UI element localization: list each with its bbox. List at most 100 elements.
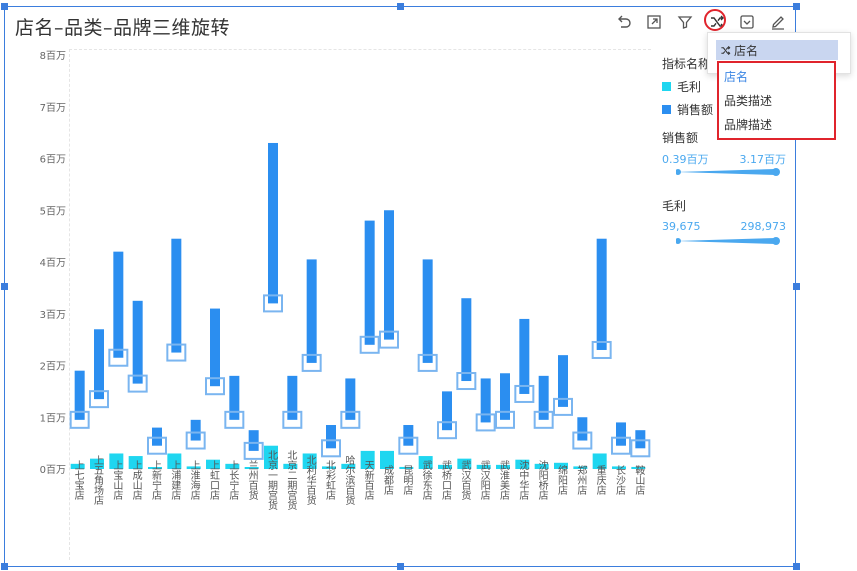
profit-bar bbox=[573, 466, 588, 469]
x-tick-label: 上五角场店 bbox=[92, 455, 104, 506]
sales-bar bbox=[422, 259, 433, 363]
resize-handle-bl[interactable] bbox=[1, 563, 8, 570]
y-tick-label: 5百万 bbox=[40, 205, 66, 217]
legend-item[interactable]: 毛利 bbox=[662, 78, 792, 95]
legend-title: 指标名称 bbox=[662, 57, 711, 71]
selection-marker bbox=[147, 436, 167, 455]
legend-swatch bbox=[662, 82, 671, 91]
y-tick-label: 1百万 bbox=[40, 412, 66, 424]
selection-marker bbox=[417, 353, 438, 372]
slider-min: 39,675 bbox=[662, 220, 701, 233]
x-tick-label: 长沙店 bbox=[614, 465, 626, 496]
selection-marker bbox=[359, 335, 380, 354]
selection-marker bbox=[301, 353, 322, 372]
selection-marker bbox=[591, 340, 612, 359]
slider-min: 0.39百万 bbox=[662, 153, 709, 166]
slider-title-profit: 毛利 bbox=[662, 199, 687, 213]
dropdown-icon[interactable] bbox=[735, 10, 759, 34]
selection-marker bbox=[379, 330, 399, 349]
filter-icon[interactable] bbox=[673, 10, 697, 34]
x-tick-label: 鞍山店 bbox=[633, 464, 645, 496]
x-tick-label: 北京二期宫货 bbox=[285, 450, 297, 511]
selection-marker bbox=[553, 397, 573, 416]
slider-track-profit[interactable] bbox=[676, 237, 784, 245]
profit-bar bbox=[244, 467, 259, 469]
sales-bar bbox=[461, 298, 472, 382]
sales-bar bbox=[519, 318, 530, 394]
y-tick-label: 4百万 bbox=[40, 257, 66, 269]
resize-handle-tm[interactable] bbox=[397, 3, 404, 10]
y-tick-label: 8百万 bbox=[40, 50, 66, 62]
legend: 指标名称 毛利 销售额 bbox=[662, 55, 792, 118]
chart-title: 店名–品类–品牌三维旋转 bbox=[15, 17, 231, 39]
profit-bar bbox=[631, 466, 646, 469]
dropdown-header-label: 店名 bbox=[734, 43, 759, 58]
resize-handle-ml[interactable] bbox=[1, 283, 8, 290]
profit-bar bbox=[554, 462, 568, 469]
sales-bar bbox=[210, 308, 220, 387]
x-tick-label: 北京一期宫货 bbox=[266, 450, 278, 511]
profit-bar bbox=[496, 464, 510, 469]
selection-marker bbox=[495, 410, 515, 429]
menu-item-category[interactable]: 品类描述 bbox=[724, 94, 773, 108]
selection-marker bbox=[108, 348, 129, 367]
sales-bar bbox=[132, 300, 143, 384]
x-tick-label: 上长宁店 bbox=[227, 460, 239, 501]
sales-bar bbox=[500, 373, 510, 420]
resize-handle-tr[interactable] bbox=[793, 3, 800, 10]
selection-marker bbox=[205, 377, 225, 396]
menu-item-brand[interactable]: 品牌描述 bbox=[724, 118, 773, 132]
sales-bar bbox=[287, 375, 298, 420]
legend-item[interactable]: 销售额 bbox=[662, 101, 792, 118]
resize-handle-tl[interactable] bbox=[1, 3, 8, 10]
sales-bar bbox=[190, 419, 201, 441]
selection-marker bbox=[224, 410, 245, 429]
x-tick-label: 上淮海店 bbox=[188, 460, 200, 501]
expand-icon[interactable] bbox=[642, 10, 666, 34]
x-tick-label: 上新宁店 bbox=[150, 460, 162, 501]
x-tick-label: 上宝山店 bbox=[111, 460, 123, 501]
menu-item-store[interactable]: 店名 bbox=[724, 70, 749, 84]
sales-bar bbox=[384, 210, 394, 340]
profit-bar bbox=[283, 463, 298, 469]
shuffle-icon bbox=[721, 45, 731, 55]
dimension-menu: 店名 品类描述 品牌描述 bbox=[717, 61, 836, 140]
sales-bar bbox=[480, 378, 491, 423]
selection-marker bbox=[572, 431, 593, 450]
profit-bar bbox=[360, 450, 375, 469]
undo-icon[interactable] bbox=[612, 10, 636, 34]
y-tick-label: 6百万 bbox=[40, 154, 66, 166]
selection-marker bbox=[89, 390, 109, 409]
sales-bar bbox=[171, 238, 182, 353]
edit-icon[interactable] bbox=[766, 10, 790, 34]
slider-track-sales[interactable] bbox=[676, 168, 784, 176]
profit-bar bbox=[534, 463, 549, 469]
plot-area bbox=[69, 49, 651, 560]
x-tick-label: 上浦建店 bbox=[169, 460, 181, 501]
x-tick-label: 武汉阳店 bbox=[478, 459, 490, 501]
sales-bar bbox=[403, 425, 414, 446]
selection-marker bbox=[611, 436, 631, 455]
slider-max: 298,973 bbox=[740, 220, 787, 233]
profit-bar bbox=[148, 467, 162, 469]
profit-bar bbox=[206, 459, 220, 469]
sales-bar bbox=[113, 251, 124, 358]
slider-title-sales: 销售额 bbox=[662, 131, 699, 145]
profit-bar bbox=[167, 453, 182, 469]
sales-bar bbox=[345, 378, 356, 420]
slider-range-profit: 39,675 298,973 bbox=[662, 220, 786, 233]
selection-marker bbox=[630, 439, 651, 458]
resize-handle-bm[interactable] bbox=[397, 563, 404, 570]
selection-marker bbox=[321, 439, 341, 458]
x-tick-label: 武徐东店 bbox=[420, 459, 432, 501]
resize-handle-br[interactable] bbox=[793, 563, 800, 570]
legend-label: 毛利 bbox=[677, 80, 702, 94]
resize-handle-mr[interactable] bbox=[793, 283, 800, 290]
profit-bar bbox=[128, 456, 143, 469]
sales-bar bbox=[364, 220, 375, 345]
selection-marker bbox=[514, 384, 535, 403]
x-tick-label: 沈中华店 bbox=[517, 459, 529, 501]
dropdown-header[interactable]: 店名 bbox=[716, 40, 838, 60]
profit-bar bbox=[399, 466, 414, 469]
legend-label: 销售额 bbox=[677, 103, 714, 117]
